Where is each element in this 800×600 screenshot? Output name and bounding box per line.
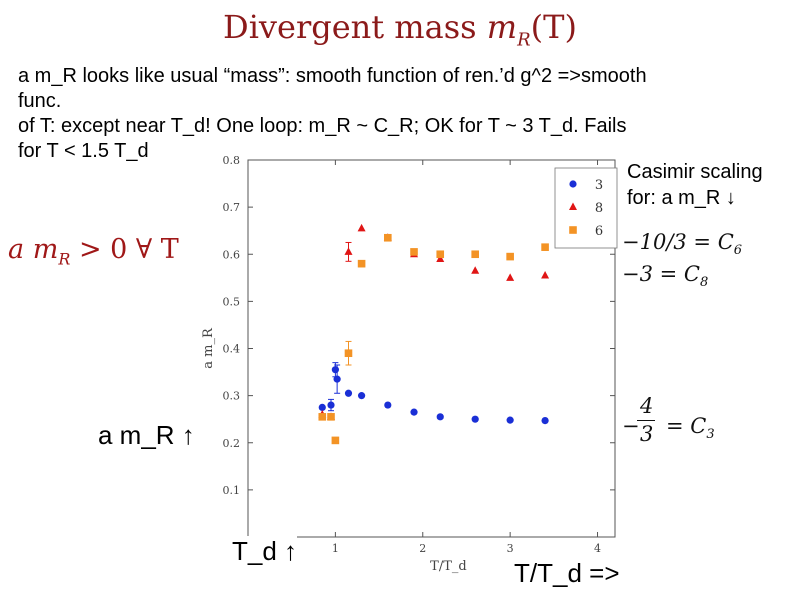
positivity-condition: a mR > 0 ∀ T: [8, 234, 179, 269]
legend-box: [554, 167, 618, 249]
data-point-series-3: [331, 366, 339, 374]
data-point-series-8: [541, 270, 550, 279]
data-point-series-3: [357, 392, 366, 400]
legend-marker-series-3: [569, 180, 577, 188]
legend-label-series-8: 8: [595, 201, 603, 216]
data-point-series-3: [384, 401, 392, 409]
casimir-note: Casimir scaling for: a m_R ↓: [627, 159, 763, 211]
x-tick-label: 1: [332, 542, 339, 555]
data-point-series-6: [331, 436, 340, 445]
data-point-series-8: [344, 247, 353, 255]
data-point-series-6: [471, 250, 479, 259]
legend-marker-series-8: [569, 202, 577, 210]
text-line-3: of T: except near T_d! One loop: m_R ~ C…: [18, 115, 627, 137]
legend-label-series-6: 6: [595, 224, 603, 239]
casimir-line-2: for: a m_R ↓: [627, 187, 736, 209]
slide-title: Divergent mass mR(T): [223, 8, 577, 51]
data-point-series-6: [436, 250, 445, 259]
x-axis-label: T/T_d: [430, 559, 467, 574]
data-point-series-6: [384, 233, 392, 242]
y-tick-label: 0.2: [223, 437, 241, 450]
description-text: a m_R looks like usual “mass”: smooth fu…: [18, 64, 788, 164]
text-line-2: func.: [18, 90, 62, 112]
y-tick-label: 0.5: [223, 295, 241, 308]
x-tick-label: 2: [419, 542, 426, 555]
data-point-series-6: [318, 413, 327, 421]
data-point-series-8: [471, 266, 480, 274]
data-point-series-8: [436, 254, 445, 262]
data-point-series-6: [357, 259, 366, 268]
data-point-series-8: [506, 273, 515, 281]
legend-label-series-3: 3: [595, 178, 603, 193]
casimir-line-1: Casimir scaling: [627, 161, 763, 183]
data-point-series-6: [327, 413, 335, 421]
data-point-series-3: [506, 416, 514, 424]
data-point-series-3: [436, 413, 444, 421]
td-arrow-label: T_d ↑: [232, 536, 298, 567]
y-axis-label: a m_R: [201, 327, 216, 369]
data-point-series-3: [410, 408, 418, 416]
text-line-4: for T < 1.5 T_d: [18, 140, 149, 162]
legend-marker-series-6: [569, 226, 577, 234]
casimir-c8: −3 = C8: [622, 262, 709, 291]
y-tick-label: 0.6: [223, 248, 241, 261]
y-tick-label: 0.7: [223, 201, 241, 214]
data-point-series-6: [541, 243, 549, 251]
data-point-series-6: [506, 252, 514, 261]
data-point-series-6: [410, 248, 418, 256]
ttd-arrow-label: T/T_d =>: [514, 558, 620, 588]
amr-arrow-label: a m_R ↑: [98, 420, 195, 450]
data-point-series-3: [318, 403, 326, 412]
y-tick-label: 0.4: [223, 343, 241, 356]
data-point-series-3: [327, 401, 335, 409]
casimir-c3: − 4 3 = C3: [622, 394, 715, 446]
x-tick-label: 3: [507, 542, 514, 555]
data-point-series-8: [357, 223, 366, 232]
data-point-series-3: [541, 417, 549, 425]
data-point-series-3: [333, 375, 341, 383]
data-point-series-3: [344, 389, 353, 397]
data-point-series-3: [471, 415, 479, 423]
y-tick-label: 0.1: [223, 484, 241, 497]
y-tick-label: 0.8: [223, 154, 241, 167]
data-point-series-6: [344, 349, 353, 358]
text-line-1: a m_R looks like usual “mass”: smooth fu…: [18, 65, 647, 87]
casimir-c6: −10/3 = C6: [622, 230, 743, 259]
y-tick-label: 0.3: [223, 390, 241, 403]
x-tick-label: 4: [594, 542, 601, 555]
